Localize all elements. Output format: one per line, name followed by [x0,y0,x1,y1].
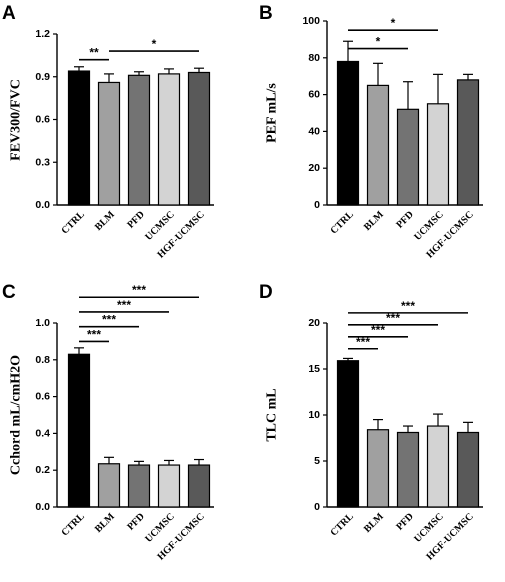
x-tick-label: PFD [394,209,416,231]
y-tick-label: 0.4 [35,427,50,439]
y-tick-label: 20 [308,162,320,174]
y-tick-label: 0.2 [35,464,50,476]
bar-blm [366,84,390,206]
significance-label: *** [371,323,385,337]
x-tick-label: CTRL [328,511,356,539]
bar-hgf-ucmsc [187,464,211,508]
significance-label: *** [401,299,415,313]
significance-label: *** [386,311,400,325]
bar-blm [97,81,121,206]
x-tick-label: BLM [93,511,117,535]
significance-label: *** [117,298,131,312]
y-tick-label: 15 [308,363,320,375]
bar-hgf-ucmsc [187,71,211,206]
y-tick-label: 100 [302,15,320,27]
y-axis-label: Cchord mL/cmH2O [9,355,24,475]
x-tick-label: PFD [125,209,147,231]
y-tick-label: 1.2 [35,28,50,40]
y-tick-label: 1.0 [35,317,50,329]
bar-hgf-ucmsc [456,79,480,206]
significance-label: *** [87,327,101,341]
y-tick-label: 0.6 [35,391,50,403]
significance-label: *** [356,335,370,349]
y-tick-label: 40 [308,125,320,137]
bar-ucmsc [157,464,181,508]
bar-ctrl [67,70,91,206]
bar-pfd [127,464,151,508]
y-axis-label: FEV300/FVC [9,79,24,161]
significance-label: * [391,16,396,30]
bar-pfd [396,108,420,206]
bar-ctrl [336,360,360,508]
x-tick-label: CTRL [328,209,356,237]
y-axis-label: TLC mL [265,388,280,441]
y-tick-label: 0.3 [35,156,50,168]
panel-c: C Cchord mL/cmH2O 0.0 0.2 0.4 0.6 0.8 1.0 CTRL BL… [2,282,214,562]
y-tick-label: 20 [308,317,320,329]
bar-pfd [396,431,420,508]
y-tick-label: 0.8 [35,354,50,366]
significance-label: *** [102,313,116,327]
y-tick-label: 5 [314,455,320,467]
bar-pfd [127,74,151,206]
y-tick-label: 0 [314,199,320,211]
y-tick-label: 0.0 [35,501,50,513]
significance-label: ** [89,46,99,60]
panel-letter: D [259,282,273,303]
bar-ctrl [336,60,360,206]
x-tick-label: BLM [362,511,386,535]
significance-label: *** [132,283,146,297]
y-tick-label: 0 [314,501,320,513]
panel-letter: A [2,3,16,24]
y-axis-label: PEF mL/s [265,83,280,143]
bar-ucmsc [426,103,450,206]
y-tick-label: 0.6 [35,114,50,126]
bar-hgf-ucmsc [456,431,480,508]
y-tick-label: 10 [308,409,320,421]
panel-letter: C [2,282,16,303]
y-tick-label: 80 [308,52,320,64]
bar-blm [97,463,121,508]
bar-ucmsc [157,73,181,206]
y-tick-label: 0.0 [35,199,50,211]
y-tick-label: 60 [308,89,320,101]
significance-label: * [152,37,157,51]
bar-blm [366,429,390,508]
x-tick-label: CTRL [59,209,87,237]
x-tick-label: PFD [394,511,416,533]
x-tick-label: BLM [93,209,117,233]
x-tick-label: BLM [362,209,386,233]
x-tick-label: PFD [125,511,147,533]
significance-label: * [376,35,381,49]
y-tick-label: 0.9 [35,71,50,83]
panel-letter: B [259,3,273,24]
bar-ucmsc [426,425,450,508]
x-tick-label: CTRL [59,511,87,539]
bar-ctrl [67,353,91,508]
